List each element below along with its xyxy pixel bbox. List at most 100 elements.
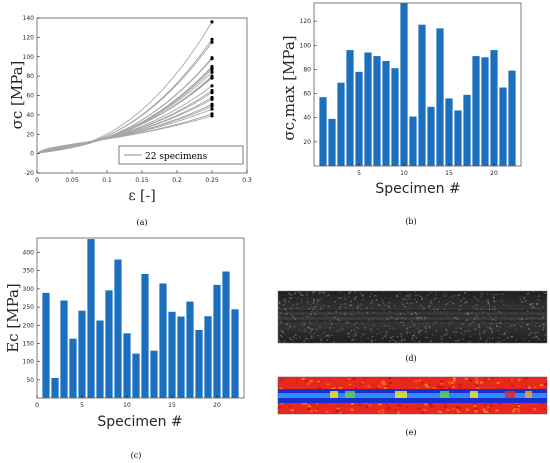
panel-d-speckle <box>531 331 533 334</box>
panel-d-speckle <box>311 335 313 337</box>
panel-e-speckle <box>383 387 387 390</box>
panel-d-speckle <box>402 324 405 326</box>
panel-d-speckle <box>491 331 493 334</box>
panel-d-speckle <box>371 301 374 303</box>
panel-e-speckle <box>354 387 358 390</box>
panel-d-speckle <box>370 302 372 305</box>
panel-d-speckle <box>376 333 378 335</box>
panel-e-mid-band <box>278 393 547 398</box>
panel-d-speckle <box>545 298 548 300</box>
panel-d-speckle <box>459 304 462 307</box>
panel-d-speckle <box>299 335 301 338</box>
panel-d-speckle <box>302 317 304 319</box>
panel-d-speckle <box>500 334 502 336</box>
panel-d-speckle <box>404 305 406 308</box>
panel-d-speckle <box>440 336 442 338</box>
panel-d-speckle <box>304 328 306 330</box>
panel-d-speckle <box>419 330 421 332</box>
panel-d-speckle <box>502 293 504 295</box>
panel-d-speckle <box>414 295 417 297</box>
panel-e-speckle <box>541 403 545 406</box>
panel-d-speckle <box>402 303 404 306</box>
panel-e-speckle <box>347 378 351 381</box>
panel-e-speckle <box>403 378 407 381</box>
panel-d-speckle <box>460 327 462 330</box>
panel-e-speckle <box>386 385 390 388</box>
panel-d-speckle <box>354 339 357 341</box>
panel-d-speckle <box>403 297 406 299</box>
panel-d-speckle <box>293 293 296 295</box>
panel-e-speckle <box>317 380 321 383</box>
panel-d-speckle <box>523 297 525 299</box>
panel-a-ytick-label: 20 <box>26 131 34 138</box>
panel-c-modulus-bar-chart: 50 100 150 200 250 300 350 400 0 5 10 15 20 Ec [MPa]… <box>4 237 245 460</box>
panel-d-speckle <box>389 340 391 342</box>
panel-e-speckle <box>367 385 371 388</box>
panel-d-speckle <box>359 292 361 294</box>
panel-b-xtick-label: 20 <box>490 170 498 177</box>
panel-d-speckle <box>467 312 469 314</box>
panel-d-speckle <box>408 294 411 296</box>
panel-a-curves <box>36 20 214 155</box>
panel-d-speckle <box>489 327 491 329</box>
panel-a-endpoint-marker <box>210 97 214 101</box>
panel-d-speckle <box>419 341 421 343</box>
panel-e-speckle <box>372 384 376 387</box>
panel-d-speckle <box>487 294 489 296</box>
panel-d-speckle <box>287 319 289 321</box>
panel-d-speckle <box>499 312 502 314</box>
panel-d-speckle <box>307 301 309 303</box>
panel-d-speckle <box>325 335 328 337</box>
panel-c-bar <box>123 333 131 398</box>
panel-d-speckle <box>438 300 440 303</box>
panel-d-speckle <box>323 292 325 294</box>
panel-d-speckle <box>539 339 541 341</box>
panel-d-grayscale-image: (d) <box>277 290 548 363</box>
panel-d-speckle <box>430 337 433 339</box>
panel-d-speckle <box>420 329 423 331</box>
panel-d-speckle <box>355 291 357 294</box>
panel-e-speckle <box>388 382 392 384</box>
panel-e-speckle <box>443 402 447 405</box>
panel-e-speckle <box>387 407 391 410</box>
panel-d-speckle <box>353 335 355 337</box>
panel-d-speckle <box>422 308 425 310</box>
panel-e-speckle <box>510 378 514 381</box>
panel-d-speckle <box>532 321 534 323</box>
panel-d-speckle <box>492 297 494 300</box>
panel-d-speckle <box>331 322 333 325</box>
panel-d-speckle <box>288 327 290 330</box>
panel-a-endpoint-marker <box>210 40 214 44</box>
panel-e-speckle <box>320 402 324 405</box>
panel-d-speckle <box>312 298 315 301</box>
panel-e-speckle <box>440 386 444 389</box>
panel-d-speckle <box>419 316 421 318</box>
panel-d-speckle <box>486 340 488 342</box>
panel-d-speckle <box>459 309 461 311</box>
panel-d-speckle <box>401 317 403 319</box>
panel-e-speckle <box>488 378 492 380</box>
panel-e-speckle <box>313 402 317 405</box>
panel-c-ytick-label: 300 <box>23 286 35 293</box>
panel-d-speckle <box>396 318 398 320</box>
panel-d-speckle <box>484 324 486 327</box>
panel-d-speckle <box>441 338 443 340</box>
panel-d-speckle <box>319 335 321 337</box>
panel-d-speckle <box>429 327 431 329</box>
panel-e-speckle <box>307 382 311 385</box>
panel-d-speckle <box>348 335 350 338</box>
panel-d-speckle <box>545 291 547 294</box>
panel-d-speckle <box>422 322 424 324</box>
panel-d-speckle <box>411 302 414 304</box>
panel-d-speckle <box>302 313 304 316</box>
panel-d-speckle <box>343 313 345 315</box>
panel-d-speckle <box>326 295 328 297</box>
panel-d-speckle <box>347 333 349 335</box>
panel-d-speckle <box>282 330 284 332</box>
panel-d-speckle <box>301 309 304 311</box>
panel-d-speckle <box>316 303 318 305</box>
panel-d-speckle <box>416 294 419 297</box>
panel-d-speckle <box>371 339 373 341</box>
panel-d-speckle <box>366 311 369 314</box>
panel-c-ticks: 50 100 150 200 250 300 350 400 0 5 10 15 20 <box>23 250 221 409</box>
